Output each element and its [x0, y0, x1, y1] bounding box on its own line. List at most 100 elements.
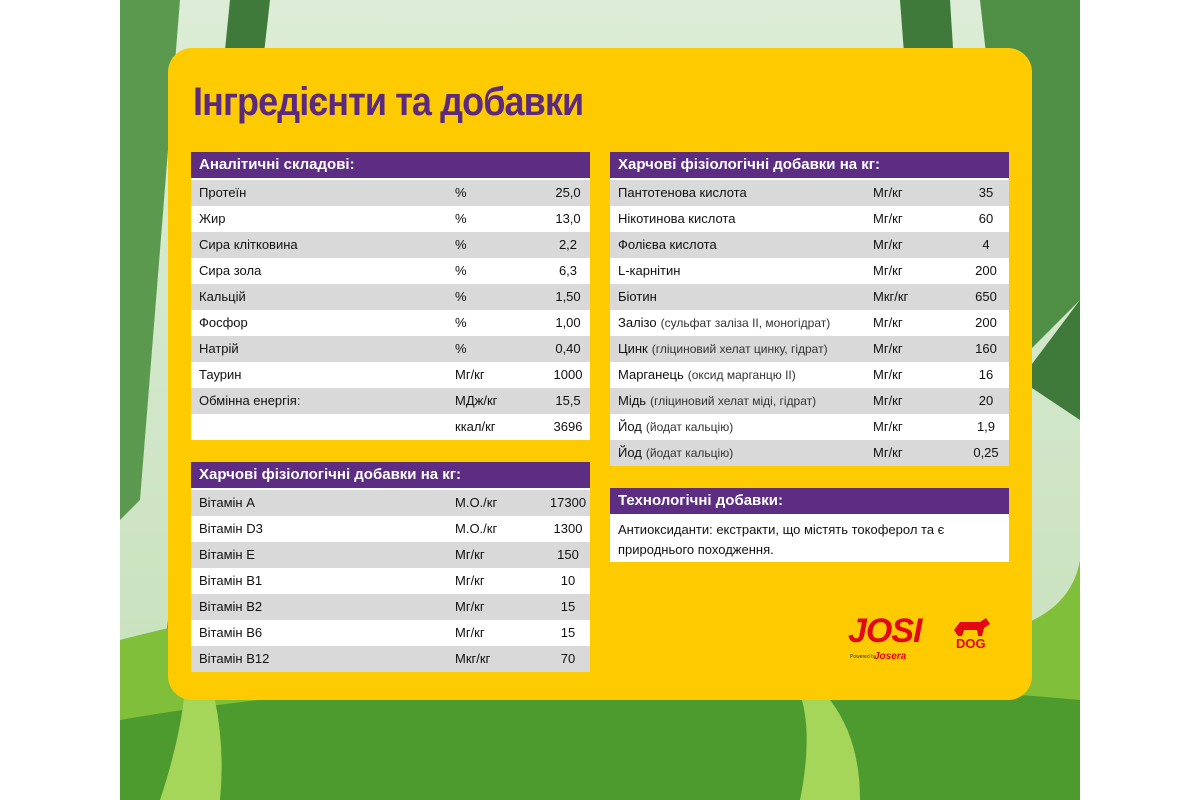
- table-body: Вітамін A М.О./кг 17300 Вітамін D3 М.О./кг 13…: [191, 490, 590, 672]
- row-unit: Мг/кг: [455, 625, 485, 640]
- row-name: Біотин: [618, 284, 657, 310]
- table-header: Харчові фізіологічні добавки на кг:: [610, 152, 1009, 180]
- logo-maker: Josera: [874, 651, 907, 662]
- row-unit: Мг/кг: [873, 367, 903, 382]
- row-label: Пантотенова кислота: [618, 185, 747, 200]
- table-body: Протеїн% 25,0 Жир% 13,0 Сира клітковина% 2,2 С…: [191, 180, 590, 440]
- row-unit: %: [455, 237, 467, 252]
- row-name: Обмінна енергія:: [199, 388, 300, 414]
- row-unit: Мг/кг: [873, 341, 903, 356]
- row-value: 3696: [553, 419, 583, 434]
- row-value: 650: [975, 289, 997, 304]
- table-row: Жир% 13,0: [191, 206, 590, 232]
- row-label: Йод: [618, 445, 642, 460]
- row-name: Вітамін B6: [199, 620, 262, 646]
- row-label: L-карнітин: [618, 263, 681, 278]
- row-unit: Мг/кг: [873, 419, 903, 434]
- row-name: Фолієва кислота: [618, 232, 717, 258]
- row-label: Біотин: [618, 289, 657, 304]
- row-label: Вітамін B1: [199, 573, 263, 588]
- row-note: (йодат кальцію): [645, 446, 734, 460]
- row-unit: ккал/кг: [455, 419, 496, 434]
- row-value: 17300: [549, 495, 587, 510]
- row-unit: Мг/кг: [873, 263, 903, 278]
- row-value: 0,25: [973, 445, 999, 460]
- row-label: Таурин: [199, 367, 242, 382]
- row-value: 2,2: [558, 237, 578, 252]
- row-value: 35: [978, 185, 994, 200]
- row-unit: Мг/кг: [455, 367, 485, 382]
- table: Харчові фізіологічні добавки на кг: Панто…: [610, 152, 1009, 466]
- row-name: Мідь (гліциновий хелат міді, гідрат): [618, 388, 816, 414]
- row-name: Залізо (сульфат заліза II, моногідрат): [618, 310, 830, 336]
- row-value: 13,0: [555, 211, 581, 226]
- row-name: Сира клітковина: [199, 232, 298, 258]
- row-value: 20: [978, 393, 994, 408]
- table-row: Сира зола% 6,3: [191, 258, 590, 284]
- row-value: 200: [975, 315, 997, 330]
- row-value: 25,0: [555, 185, 581, 200]
- logo-powered: Powered by: [850, 654, 877, 660]
- row-name: Таурин: [199, 362, 241, 388]
- table-row: Мідь (гліциновий хелат міді, гідрат) Мг/кг…: [610, 388, 1009, 414]
- row-unit: МДж/кг: [455, 393, 498, 408]
- row-label: Вітамін A: [199, 495, 255, 510]
- row-unit: Мг/кг: [873, 211, 903, 226]
- row-unit: Мкг/кг: [873, 289, 909, 304]
- row-label: Нікотинова кислота: [618, 211, 736, 226]
- row-note: (йодат кальцію): [645, 420, 734, 434]
- row-unit: Мкг/кг: [455, 651, 491, 666]
- row-note: (сульфат заліза II, моногідрат): [660, 316, 831, 330]
- row-unit: М.О./кг: [455, 521, 498, 536]
- row-label: Вітамін B2: [199, 599, 263, 614]
- row-unit: Мг/кг: [455, 599, 485, 614]
- row-value: 150: [557, 547, 579, 562]
- row-unit: %: [455, 341, 467, 356]
- row-value: 70: [560, 651, 576, 666]
- row-label: Залізо: [618, 315, 657, 330]
- row-name: Фосфор: [199, 310, 248, 336]
- table-row: Вітамін B12 Мкг/кг 70: [191, 646, 590, 672]
- table-row: Йод (йодат кальцію) Мг/кг 1,9: [610, 414, 1009, 440]
- row-value: 15,5: [555, 393, 581, 408]
- table-row: Пантотенова кислота Мг/кг 35: [610, 180, 1009, 206]
- row-label: Обмінна енергія:: [199, 393, 301, 408]
- row-name: Сира зола: [199, 258, 261, 284]
- logo: JOSI DOG Powered by Josera: [848, 612, 998, 672]
- row-value: 1,9: [976, 419, 996, 434]
- row-note: (гліциновий хелат цинку, гідрат): [651, 342, 828, 356]
- row-unit: М.О./кг: [455, 495, 498, 510]
- row-name: Нікотинова кислота: [618, 206, 735, 232]
- row-name: Вітамін B1: [199, 568, 262, 594]
- table-row: Кальцій% 1,50: [191, 284, 590, 310]
- row-name: Вітамін B2: [199, 594, 262, 620]
- title: Інгредієнти та добавки: [193, 80, 584, 124]
- table-body: Пантотенова кислота Мг/кг 35 Нікотинова кис…: [610, 180, 1009, 466]
- row-label: Сира клітковина: [199, 237, 298, 252]
- row-label: Мідь: [618, 393, 647, 408]
- row-name: L-карнітин: [618, 258, 680, 284]
- table-row: Протеїн% 25,0: [191, 180, 590, 206]
- row-value: 16: [978, 367, 994, 382]
- row-unit: %: [455, 315, 467, 330]
- row-name: Пантотенова кислота: [618, 180, 747, 206]
- row-value: 160: [975, 341, 997, 356]
- table-row: Таурин Мг/кг 1000: [191, 362, 590, 388]
- row-note: (оксид марганцю II): [687, 368, 796, 382]
- table-row: Фосфор% 1,00: [191, 310, 590, 336]
- row-unit: Мг/кг: [873, 393, 903, 408]
- table-row: Натрій% 0,40: [191, 336, 590, 362]
- row-value: 200: [975, 263, 997, 278]
- row-label: Кальцій: [199, 289, 246, 304]
- tech-table: Технологічні добавки: Антиоксиданти: екс…: [610, 488, 1009, 562]
- row-name: Натрій: [199, 336, 239, 362]
- row-unit: Мг/кг: [873, 185, 903, 200]
- table-row: Марганець (оксид марганцю II) Мг/кг 16: [610, 362, 1009, 388]
- row-label: Йод: [618, 419, 642, 434]
- row-unit: Мг/кг: [873, 315, 903, 330]
- row-unit: %: [455, 185, 467, 200]
- row-value: 4: [982, 237, 990, 252]
- row-note: (гліциновий хелат міді, гідрат): [650, 394, 817, 408]
- table-row: Цинк (гліциновий хелат цинку, гідрат) Мг/к…: [610, 336, 1009, 362]
